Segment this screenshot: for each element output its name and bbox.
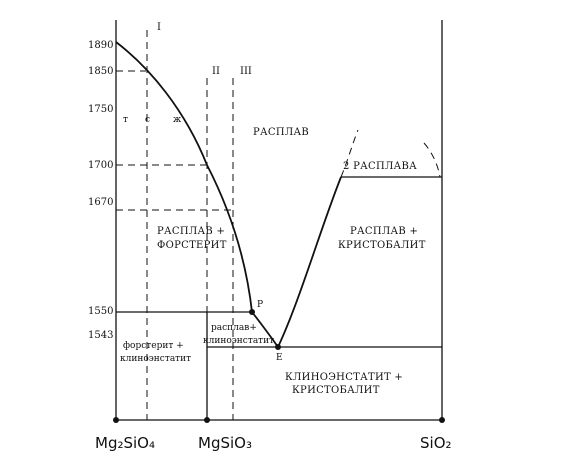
region-two-melts: 2 РАСПЛАВА	[343, 161, 417, 172]
cooling-mark-t: т	[123, 115, 128, 125]
region-forsterite-clinoenstatite-line2: клиноэнстатит	[120, 354, 191, 364]
liquidus-cristobalite-curve	[277, 176, 342, 348]
tick-1670: 1670	[88, 197, 113, 208]
eutectic-point	[275, 344, 281, 350]
region-melt-cristobalite-line1: РАСПЛАВ +	[350, 226, 418, 237]
tick-1543: 1543	[88, 330, 113, 341]
tick-1890: 1890	[88, 40, 113, 51]
tick-1700: 1700	[88, 160, 113, 171]
composition-point-mg2sio4	[113, 417, 119, 423]
composition-label-sio2: SiO₂	[420, 434, 452, 452]
immiscibility-left-dashed	[340, 129, 359, 178]
region-melt: РАСПЛАВ	[253, 127, 309, 138]
region-melt-clinoenstatite-line1: расплав+	[211, 323, 257, 333]
tick-1850: 1850	[88, 66, 113, 77]
cooling-mark-zh: ж	[173, 115, 182, 125]
peritectic-point	[249, 309, 255, 315]
tick-1750: 1750	[88, 104, 113, 115]
point-label-e: E	[276, 353, 283, 363]
region-clinoenstatite-cristobalite-line1: КЛИНОЭНСТАТИТ +	[285, 372, 403, 383]
section-label-1: I	[157, 22, 161, 33]
immiscibility-right-dashed	[423, 142, 441, 178]
region-forsterite-clinoenstatite-line1: форстерит +	[123, 341, 184, 351]
section-label-3: III	[240, 66, 252, 77]
composition-label-mg2sio4: Mg₂SiO₄	[95, 434, 155, 452]
liquidus-clinoenstatite-curve	[251, 311, 279, 348]
tick-1550: 1550	[88, 306, 113, 317]
region-melt-cristobalite-line2: КРИСТОБАЛИТ	[338, 240, 426, 251]
region-clinoenstatite-cristobalite-line2: КРИСТОБАЛИТ	[292, 385, 380, 396]
section-label-2: II	[212, 66, 220, 77]
liquidus-forsterite-curve	[115, 41, 253, 313]
composition-label-mgsio3: MgSiO₃	[198, 434, 252, 452]
composition-point-sio2	[439, 417, 445, 423]
cooling-mark-s: с	[145, 115, 150, 125]
region-melt-forsterite-line2: ФОРСТЕРИТ	[157, 240, 227, 251]
composition-point-mgsio3	[204, 417, 210, 423]
region-melt-forsterite-line1: РАСПЛАВ +	[157, 226, 225, 237]
region-melt-clinoenstatite-line2: клиноэнстатит	[203, 336, 274, 346]
point-label-p: P	[257, 300, 263, 310]
